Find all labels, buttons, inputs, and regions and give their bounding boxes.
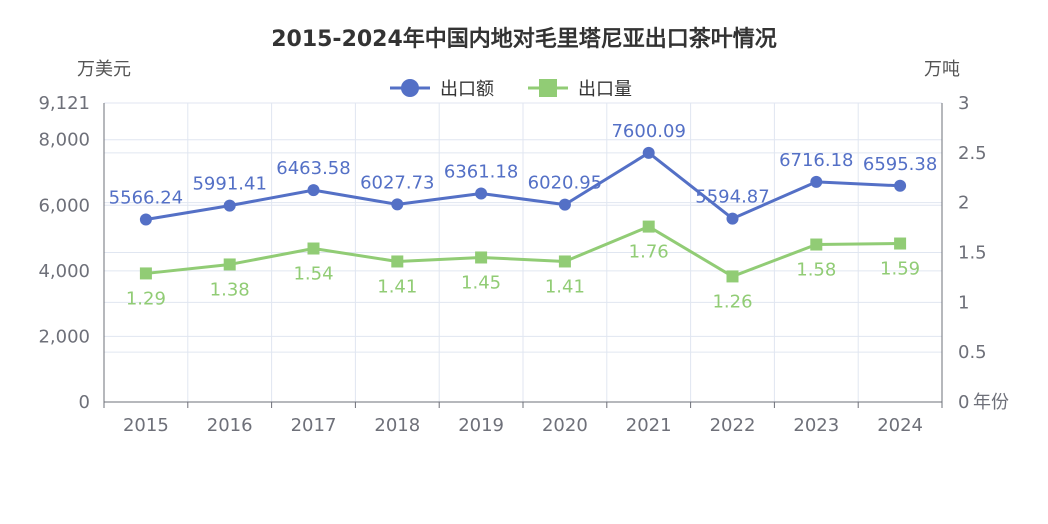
x-axis-name: 年份 [973,392,1009,413]
data-point[interactable] [223,199,236,212]
data-point[interactable] [810,238,823,251]
data-label: 6361.18 [444,161,518,182]
legend-item-2[interactable]: 出口量 [528,79,632,100]
data-label: 6716.18 [779,150,853,171]
data-point[interactable] [139,213,152,226]
data-point[interactable] [726,212,739,225]
data-label: 1.38 [210,279,250,300]
legend-label: 出口额 [440,79,494,100]
data-point[interactable] [307,242,320,255]
data-point[interactable] [894,237,907,250]
y-left-tick-label: 0 [79,392,90,413]
data-label: 7600.09 [611,121,685,142]
data-point[interactable] [642,146,655,159]
y-right-tick-label: 1 [958,292,969,313]
data-point[interactable] [475,187,488,200]
legend-marker-square [539,79,557,97]
x-tick-label: 2018 [374,415,420,436]
x-tick-label: 2022 [710,415,756,436]
x-tick-label: 2020 [542,415,588,436]
y-right-unit: 万吨 [924,59,960,80]
legend-marker-circle [401,79,419,97]
axes [103,103,943,408]
y-left-tick-label: 2,000 [38,326,90,347]
data-label: 6027.73 [360,172,434,193]
legend-label: 出口量 [578,79,632,100]
y-right-tick-label: 1.5 [958,243,987,264]
data-label: 6463.58 [276,158,350,179]
data-label: 1.58 [796,260,836,281]
x-tick-label: 2015 [123,415,169,436]
data-point[interactable] [894,179,907,192]
x-tick-label: 2023 [793,415,839,436]
data-label: 6020.95 [528,173,602,194]
data-label: 1.41 [545,276,585,297]
x-tick-label: 2024 [877,415,923,436]
data-label: 1.41 [377,276,417,297]
data-point[interactable] [391,255,404,268]
y-right-tick-label: 2.5 [958,143,987,164]
y-right-tick-label: 0 [958,392,969,413]
data-label: 1.26 [712,291,752,312]
data-point[interactable] [307,184,320,197]
series-line-1 [145,151,901,222]
data-point[interactable] [558,198,571,211]
y-left-tick-label: 9,121 [38,93,90,114]
data-label: 6595.38 [863,154,937,175]
y-left-tick-label: 8,000 [38,130,90,151]
y-right-tick-label: 0.5 [958,342,987,363]
data-label: 1.45 [461,272,501,293]
x-tick-label: 2016 [207,415,253,436]
data-point[interactable] [642,220,655,233]
tick-labels: 2015 2016 2017 2018 2019 2020 2021 2022 2023 2024… [38,93,986,436]
grid-lines [103,102,943,402]
data-point[interactable] [139,267,152,280]
data-label: 1.59 [880,259,920,280]
data-label: 5991.41 [192,174,266,195]
y-left-tick-label: 6,000 [38,195,90,216]
data-point[interactable] [558,255,571,268]
series-line-2 [145,225,901,278]
data-label: 1.54 [293,264,333,285]
data-label: 1.29 [126,288,166,309]
data-label: 1.76 [629,242,669,263]
x-tick-label: 2017 [291,415,337,436]
data-label: 5566.24 [109,188,183,209]
series-layer: 5566.24 5991.41 6463.58 6027.73 6361.18 6020.… [109,121,938,313]
x-tick-label: 2019 [458,415,504,436]
data-point[interactable] [726,270,739,283]
data-point[interactable] [475,251,488,264]
legend[interactable]: 出口额 出口量 [390,79,632,100]
data-label: 5594.87 [695,187,769,208]
y-left-unit: 万美元 [77,59,131,80]
y-left-tick-label: 4,000 [38,261,90,282]
data-point[interactable] [810,175,823,188]
data-point[interactable] [391,198,404,211]
data-point[interactable] [223,258,236,271]
y-right-tick-label: 2 [958,193,969,214]
x-tick-label: 2021 [626,415,672,436]
y-right-tick-label: 3 [958,93,969,114]
legend-item-1[interactable]: 出口额 [390,79,494,100]
chart-title: 2015-2024年中国内地对毛里塔尼亚出口茶叶情况 [271,26,777,52]
